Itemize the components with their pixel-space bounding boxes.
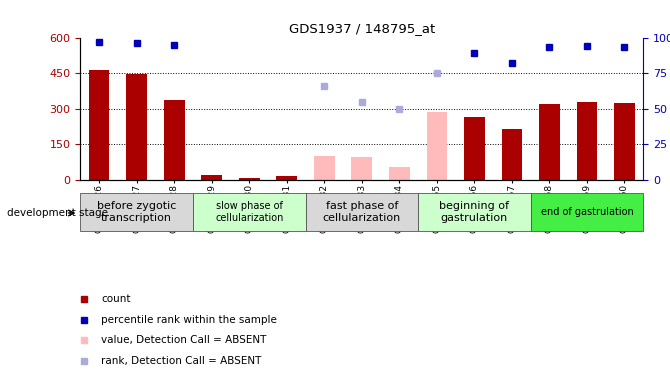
Text: fast phase of
cellularization: fast phase of cellularization	[323, 201, 401, 223]
Bar	[577, 102, 597, 180]
Bar	[314, 156, 334, 180]
Bar	[464, 117, 484, 180]
Text: beginning of
gastrulation: beginning of gastrulation	[440, 201, 509, 223]
Text: count: count	[101, 294, 131, 304]
Text: percentile rank within the sample: percentile rank within the sample	[101, 315, 277, 325]
Bar	[202, 175, 222, 180]
Bar	[389, 167, 409, 180]
Bar	[352, 158, 372, 180]
Text: before zygotic
transcription: before zygotic transcription	[97, 201, 176, 223]
Bar	[193, 193, 306, 231]
Bar	[89, 70, 109, 180]
Text: development stage: development stage	[7, 208, 108, 218]
Bar	[127, 74, 147, 180]
Bar	[239, 178, 259, 180]
Bar	[277, 177, 297, 180]
Text: value, Detection Call = ABSENT: value, Detection Call = ABSENT	[101, 335, 267, 345]
Bar	[502, 129, 522, 180]
Bar	[614, 103, 634, 180]
Bar	[418, 193, 531, 231]
Bar	[164, 100, 184, 180]
Title: GDS1937 / 148795_at: GDS1937 / 148795_at	[289, 22, 435, 35]
Text: rank, Detection Call = ABSENT: rank, Detection Call = ABSENT	[101, 356, 261, 366]
Text: end of gastrulation: end of gastrulation	[541, 207, 633, 217]
Bar	[306, 193, 418, 231]
Bar	[80, 193, 193, 231]
Bar	[427, 112, 447, 180]
Text: slow phase of
cellularization: slow phase of cellularization	[215, 201, 283, 223]
Bar	[539, 104, 559, 180]
Bar	[531, 193, 643, 231]
